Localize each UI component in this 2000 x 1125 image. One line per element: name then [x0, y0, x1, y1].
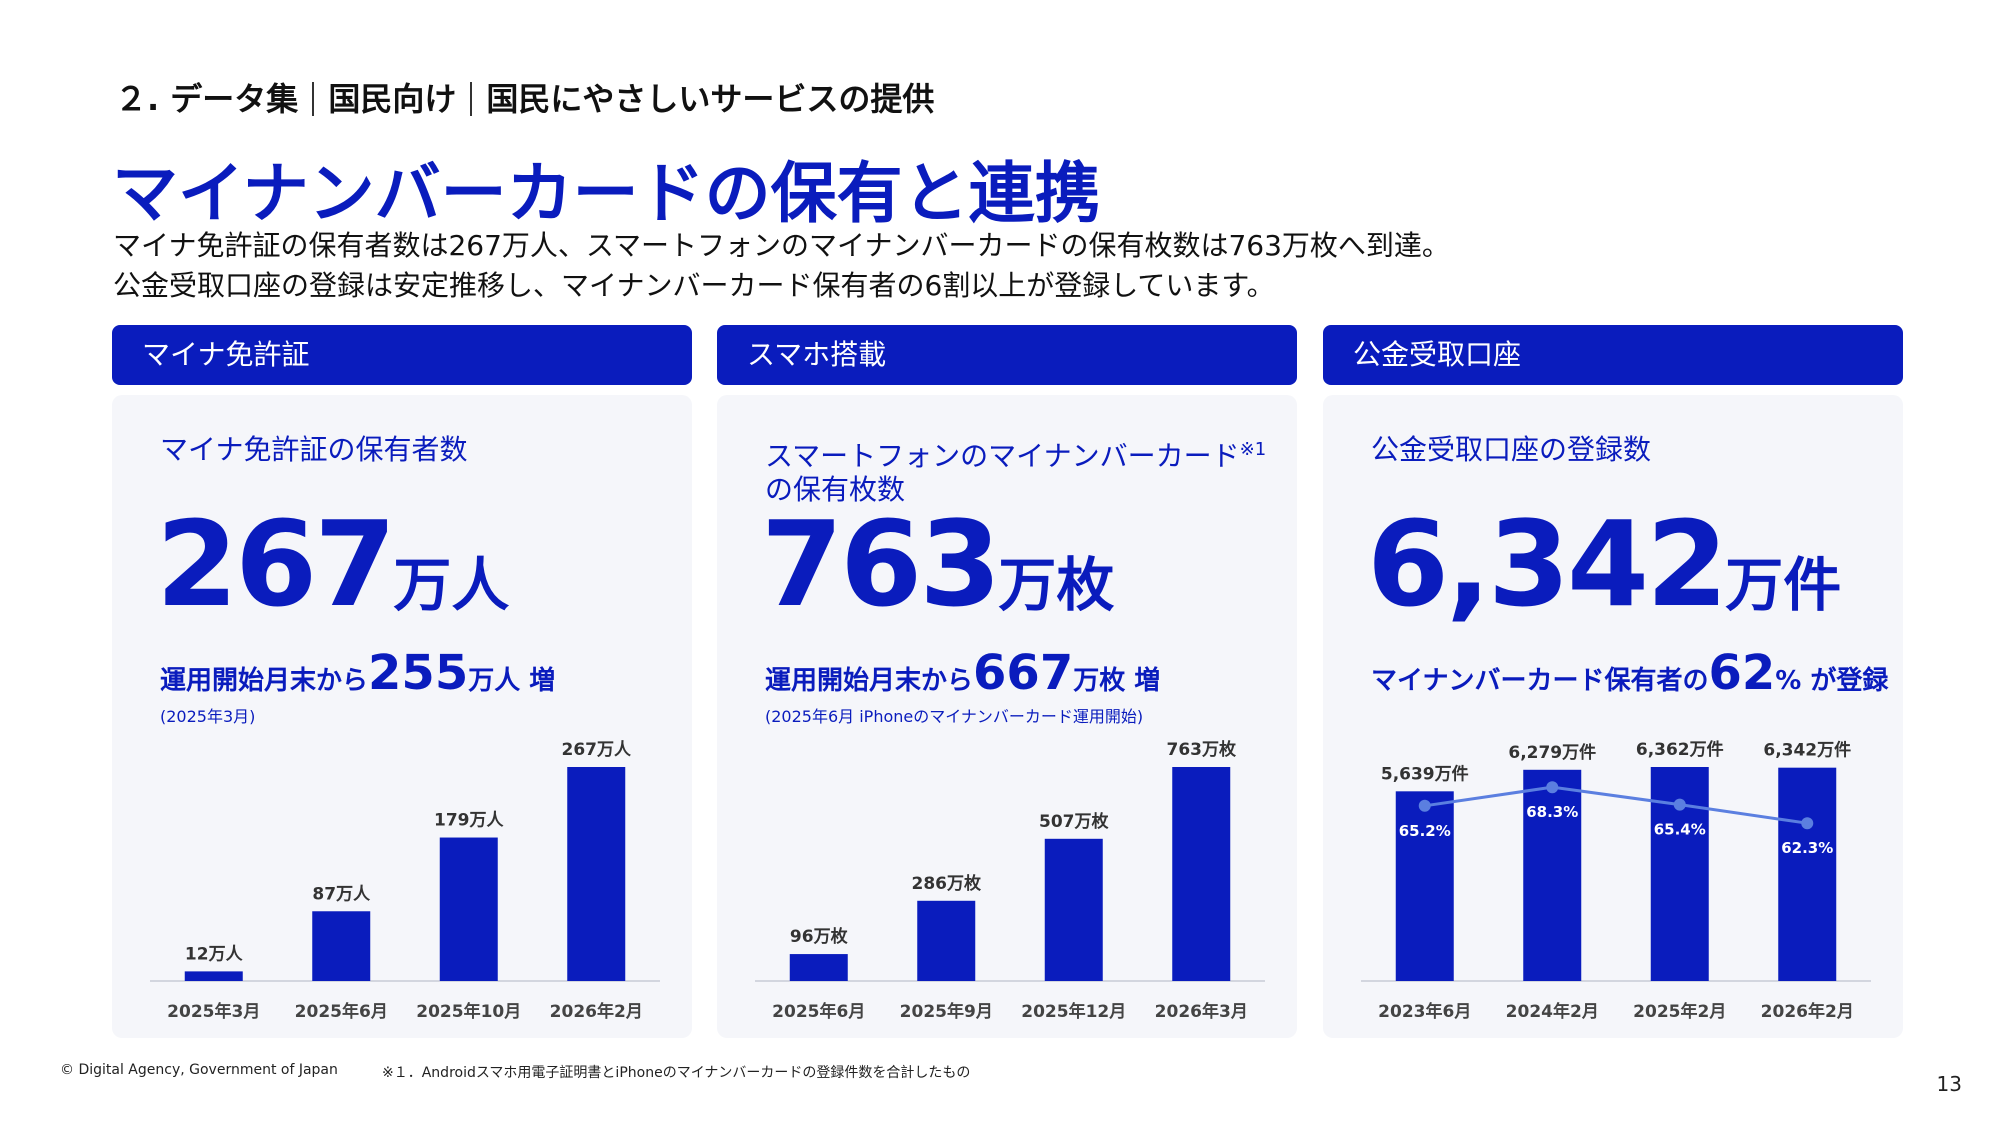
bar-value-label: 286万枚: [912, 873, 982, 894]
breadcrumb-item: 国民向け: [328, 80, 457, 118]
bar-value-label: 179万人: [434, 811, 504, 831]
big-stat: 763万枚: [761, 495, 1114, 633]
page-number: 13: [1936, 1072, 1962, 1096]
big-stat-number: 6,342: [1367, 495, 1728, 633]
x-tick-label: 2024年2月: [1506, 1001, 1599, 1022]
page-title: マイナンバーカードの保有と連携: [112, 155, 1101, 232]
increase-unit: 万枚: [1073, 666, 1126, 696]
rate-label: 62.3%: [1781, 839, 1833, 857]
big-stat-number: 763: [761, 495, 1001, 633]
x-tick-label: 2025年6月: [295, 1001, 388, 1022]
bar-value-label: 96万枚: [790, 926, 849, 947]
rate-label: 65.4%: [1654, 821, 1706, 839]
big-stat-number: 267: [156, 495, 396, 633]
rate-line: [1424, 785, 1808, 825]
bar: [1172, 767, 1231, 981]
bar-value-label: 763万枚: [1167, 739, 1237, 760]
breadcrumb-item: ２. データ集: [115, 80, 299, 118]
rate-value: 62: [1708, 645, 1776, 701]
panel-label: スマートフォンのマイナンバーカード※1 の保有枚数: [765, 433, 1266, 507]
panel-label-line1: スマートフォンのマイナンバーカード: [765, 439, 1240, 473]
bar-value-label: 87万人: [312, 884, 371, 904]
increase-text: 運用開始月末から667万枚 増: [765, 645, 1160, 701]
increase-suffix: 増: [520, 666, 556, 696]
increase-value: 667: [973, 645, 1074, 701]
bar-value-label: 507万枚: [1039, 811, 1109, 832]
registration-rate-text: マイナンバーカード保有者の62% が登録: [1371, 645, 1888, 701]
bar: [439, 837, 498, 981]
rate-suffix: が登録: [1801, 666, 1889, 696]
rate-unit: %: [1775, 666, 1802, 696]
note: (2025年6月 iPhoneのマイナンバーカード運用開始): [765, 707, 1144, 726]
bar-chart-smartphone: 96万枚 2025年6月 286万枚 2025年9月 507万枚 2025年12月 763万…: [755, 739, 1265, 1022]
bar: [1395, 791, 1454, 981]
lead-line: 公金受取口座の登録は安定推移し、マイナンバーカード保有者の6割以上が登録していま…: [113, 269, 1275, 302]
breadcrumb-separator: [312, 82, 315, 116]
breadcrumb-item: 国民にやさしいサービスの提供: [486, 80, 935, 118]
note: (2025年3月): [160, 707, 256, 726]
x-tick-label: 2025年6月: [772, 1001, 865, 1022]
lead-line: マイナ免許証の保有者数は267万人、スマートフォンのマイナンバーカードの保有枚数…: [113, 229, 1450, 262]
x-tick-label: 2025年10月: [416, 1001, 521, 1022]
copyright: © Digital Agency, Government of Japan: [60, 1062, 338, 1078]
lead-text: マイナ免許証の保有者数は267万人、スマートフォンのマイナンバーカードの保有枚数…: [113, 226, 1450, 306]
increase-text: 運用開始月末から255万人 増: [160, 645, 555, 701]
rate-label: 68.3%: [1526, 803, 1578, 821]
big-stat-unit: 万枚: [998, 551, 1115, 619]
bar: [567, 767, 626, 981]
rate-point: [1673, 798, 1686, 811]
bar-chart-account: 5,639万件 2023年6月 6,279万件 2024年2月 6,362万件 2025年…: [1361, 739, 1871, 1022]
increase-prefix: 運用開始月末から: [160, 666, 369, 696]
bar-value-label: 6,362万件: [1636, 739, 1724, 760]
panel-smartphone: スマートフォンのマイナンバーカード※1 の保有枚数 763万枚 運用開始月末から…: [717, 395, 1297, 1038]
rate-point: [1418, 799, 1431, 812]
bar-chart-license: 12万人 2025年3月 87万人 2025年6月 179万人 2025年10月 267万人…: [150, 740, 660, 1022]
x-tick-label: 2026年3月: [1155, 1001, 1248, 1022]
panel-label: 公金受取口座の登録数: [1371, 433, 1652, 466]
x-tick-label: 2023年6月: [1378, 1001, 1471, 1022]
x-tick-label: 2025年12月: [1021, 1001, 1126, 1022]
bar-value-label: 6,279万件: [1508, 742, 1596, 763]
rate-point: [1546, 781, 1559, 794]
x-tick-label: 2025年2月: [1633, 1001, 1726, 1022]
panel-header-account: 公金受取口座: [1323, 325, 1903, 385]
bar-value-label: 267万人: [562, 740, 632, 760]
rate-point: [1801, 817, 1814, 830]
panel-header-license: マイナ免許証: [112, 325, 692, 385]
panel-account: 公金受取口座の登録数 6,342万件 マイナンバーカード保有者の62% が登録 …: [1323, 395, 1903, 1038]
big-stat-unit: 万人: [393, 551, 510, 619]
panel-header-smartphone: スマホ搭載: [717, 325, 1297, 385]
bar: [789, 954, 848, 981]
bar: [917, 900, 976, 981]
bar: [312, 911, 371, 981]
x-tick-label: 2025年9月: [900, 1001, 993, 1022]
big-stat: 6,342万件: [1367, 495, 1841, 633]
bar: [1523, 769, 1582, 981]
big-stat-unit: 万件: [1725, 551, 1842, 619]
rate-prefix: マイナンバーカード保有者の: [1371, 666, 1709, 696]
increase-suffix: 増: [1125, 666, 1161, 696]
rate-label: 65.2%: [1399, 822, 1451, 840]
footnote-mark: ※1: [1239, 439, 1267, 460]
x-tick-label: 2026年2月: [550, 1001, 643, 1022]
panel-label: マイナ免許証の保有者数: [160, 433, 468, 466]
breadcrumb-separator: [470, 82, 473, 116]
bar-value-label: 12万人: [185, 944, 244, 964]
bar: [1778, 767, 1837, 981]
big-stat: 267万人: [156, 495, 509, 633]
bar-value-label: 6,342万件: [1763, 740, 1851, 761]
increase-prefix: 運用開始月末から: [765, 666, 974, 696]
x-tick-label: 2025年3月: [167, 1001, 260, 1022]
increase-unit: 万人: [468, 666, 521, 696]
breadcrumb: ２. データ集 国民向け 国民にやさしいサービスの提供: [115, 74, 934, 120]
bar-value-label: 5,639万件: [1381, 763, 1469, 784]
panel-license: マイナ免許証の保有者数 267万人 運用開始月末から255万人 増 (2025年…: [112, 395, 692, 1038]
footnote: ※１．Androidスマホ用電子証明書とiPhoneのマイナンバーカードの登録件…: [382, 1065, 971, 1081]
bar: [1044, 838, 1103, 981]
panel-label-line2: の保有枚数: [765, 473, 906, 507]
bar: [184, 971, 243, 981]
x-tick-label: 2026年2月: [1761, 1001, 1854, 1022]
increase-value: 255: [368, 645, 469, 701]
